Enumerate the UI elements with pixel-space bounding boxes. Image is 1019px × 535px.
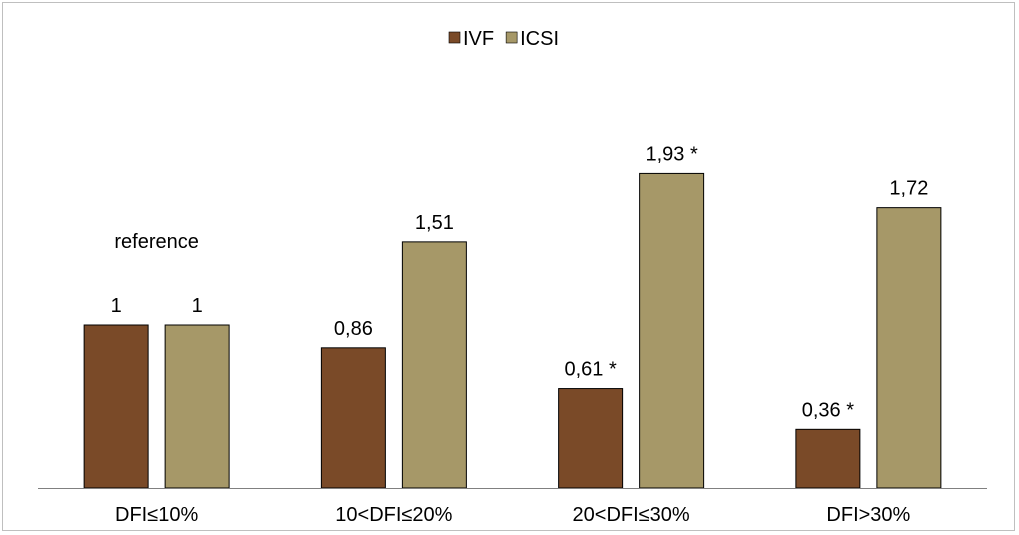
bar-icsi-dfile10pct [164, 324, 230, 489]
x-tick-label-10ltdfile20pct: 10<DFI≤20% [335, 504, 452, 526]
legend-label-ivf: IVF [463, 28, 494, 50]
data-label-icsi-10ltdfile20pct: 1,51 [415, 212, 454, 234]
legend: IVF ICSI [448, 28, 559, 50]
bar-icsi-10ltdfile20pct [401, 241, 467, 489]
data-label-ivf-dfigt30pct: 0,36 * [802, 399, 854, 421]
legend-label-icsi: ICSI [520, 28, 559, 50]
x-tick-label-dfigt30pct: DFI>30% [826, 504, 910, 526]
bar-icsi-dfigt30pct [876, 207, 942, 489]
data-label-icsi-dfigt30pct: 1,72 [889, 178, 928, 200]
bars-group [83, 172, 942, 489]
bar-ivf-20ltdfile30pct [558, 388, 624, 489]
data-label-ivf-20ltdfile30pct: 0,61 * [564, 359, 616, 381]
legend-swatch-ivf [448, 31, 461, 44]
legend-swatch-icsi [505, 31, 518, 44]
data-label-ivf-10ltdfile20pct: 0,86 [334, 318, 373, 340]
bar-ivf-dfile10pct [83, 324, 149, 489]
bar-icsi-20ltdfile30pct [639, 172, 705, 489]
data-label-icsi-20ltdfile30pct: 1,93 * [645, 143, 697, 165]
data-label-ivf-dfile10pct: 1 [111, 295, 122, 317]
x-tick-label-dfile10pct: DFI≤10% [115, 504, 198, 526]
bar-ivf-10ltdfile20pct [320, 347, 386, 489]
data-label-icsi-dfile10pct: 1 [192, 295, 203, 317]
x-axis: DFI≤10% 10<DFI≤20% 20<DFI≤30% DFI>30% [38, 488, 987, 526]
data-labels-group: 1 1 0,86 1,51 0,61 * 1,93 * 0,36 * 1,72 referenc… [111, 143, 929, 421]
x-tick-label-20ltdfile30pct: 20<DFI≤30% [573, 504, 690, 526]
annotation-reference: reference [114, 231, 199, 253]
bar-ivf-dfigt30pct [795, 428, 861, 489]
